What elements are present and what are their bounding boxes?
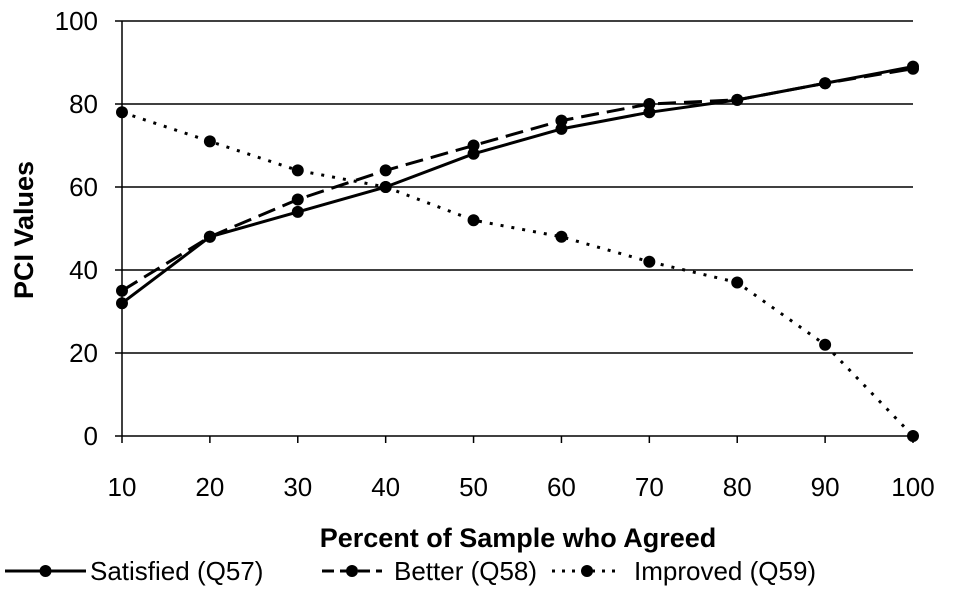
legend-label-1: Satisfied (Q57): [90, 556, 263, 586]
y-tick-label-40: 40: [69, 255, 98, 285]
legend-marker-2: [346, 565, 358, 577]
y-axis-title: PCI Values: [9, 161, 39, 299]
series-3-point-30: [291, 164, 304, 177]
series-1-point-30: [291, 205, 304, 218]
x-tick-label-80: 80: [723, 472, 752, 502]
series-2-point-90: [819, 77, 832, 90]
y-tick-label-0: 0: [84, 421, 98, 451]
series-2-point-60: [555, 114, 568, 127]
series-line-3: [121, 110, 915, 438]
series-3-point-100: [907, 430, 919, 442]
series-line-1: [121, 65, 914, 305]
series-line-2: [121, 67, 914, 293]
x-tick-label-10: 10: [108, 472, 137, 502]
series-3-point-50: [467, 214, 480, 227]
legend-marker-1: [39, 565, 52, 577]
x-tick-label-70: 70: [635, 472, 664, 502]
y-tick-labels: 0 20 40 60 80 100: [55, 6, 98, 451]
series-3-point-60: [555, 230, 568, 243]
y-tick-label-20: 20: [69, 338, 98, 368]
series-1-point-10: [116, 297, 128, 310]
legend-marker-3: [581, 565, 593, 577]
series-3-point-20: [203, 135, 216, 148]
series-1-point-70: [643, 106, 656, 119]
x-tick-label-50: 50: [459, 472, 488, 502]
series-2-point-50: [467, 139, 480, 152]
x-axis-title: Percent of Sample who Agreed: [320, 523, 717, 553]
series-2-point-80: [731, 93, 744, 106]
series-1-point-50: [467, 147, 480, 160]
series-3-point-90: [819, 338, 832, 351]
gridlines: [122, 20, 913, 354]
series-2-point-70: [643, 98, 656, 110]
series-3-point-70: [643, 255, 656, 268]
axes: [115, 20, 914, 443]
series-2-point-40: [379, 164, 392, 177]
series-2-point-20: [203, 230, 216, 243]
x-tick-label-60: 60: [547, 472, 576, 502]
series-1-point-60: [555, 122, 568, 135]
x-tick-label-100: 100: [891, 472, 934, 502]
series-2-point-10: [116, 284, 128, 297]
series-2-point-100: [907, 62, 919, 75]
x-tick-label-90: 90: [811, 472, 840, 502]
series-3-point-80: [731, 276, 744, 289]
series-2-point-30: [291, 193, 304, 206]
y-tick-label-80: 80: [69, 89, 98, 119]
x-tick-labels: 10 20 30 40 50 60 70 80 90 100: [108, 472, 935, 502]
y-tick-label-100: 100: [55, 6, 98, 36]
legend-label-3: Improved (Q59): [634, 556, 816, 586]
x-tick-label-30: 30: [283, 472, 312, 502]
series-3-point-40: [379, 181, 392, 193]
series-group: [116, 60, 919, 442]
legend: Satisfied (Q57) Better (Q58) Improved (Q59…: [5, 556, 816, 586]
legend-label-2: Better (Q58): [394, 556, 537, 586]
x-tick-label-40: 40: [371, 472, 400, 502]
x-tick-label-20: 20: [195, 472, 224, 502]
y-tick-label-60: 60: [69, 172, 98, 202]
series-3-point-10: [116, 106, 128, 119]
